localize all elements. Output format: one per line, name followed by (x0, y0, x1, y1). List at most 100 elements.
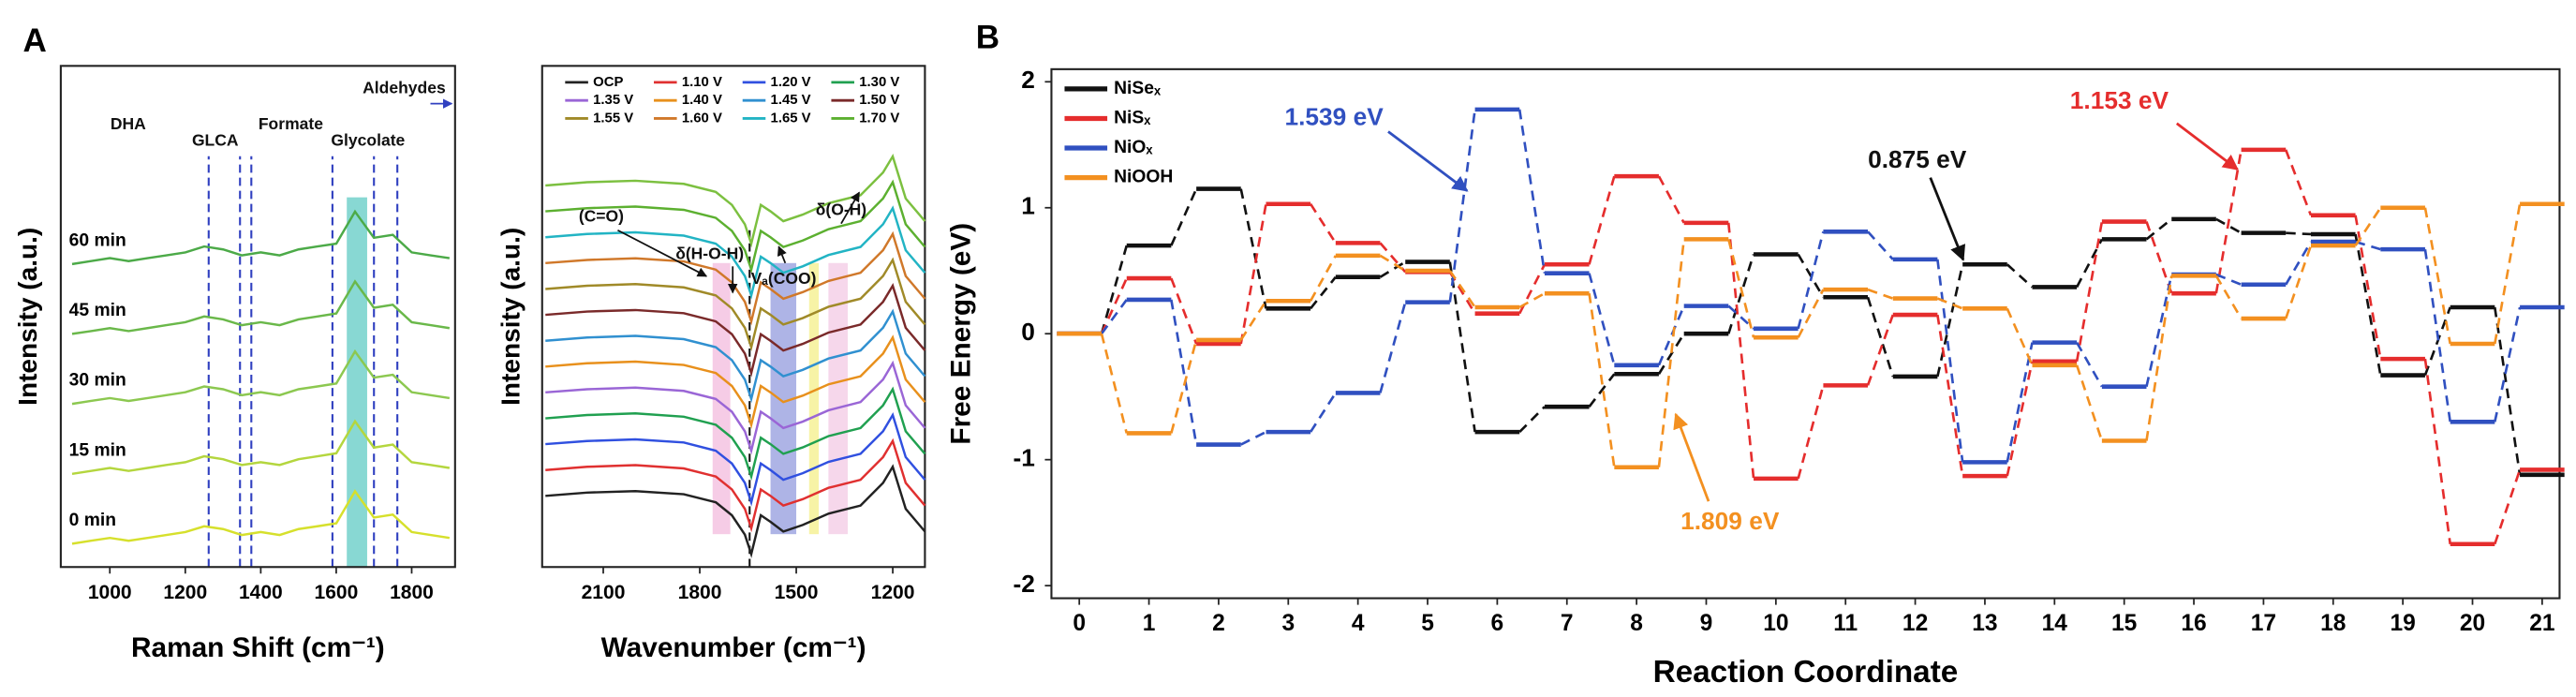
x-tick-label: 14 (2042, 611, 2068, 636)
x-axis-title: Reaction Coordinate (1653, 655, 1959, 690)
transition (2145, 274, 2173, 387)
transition (1239, 203, 1267, 345)
legend-label: 1.35 V (593, 93, 633, 108)
annotation: Formate (259, 114, 323, 133)
x-tick-label: 1400 (239, 582, 283, 603)
x-tick-label: 1600 (315, 582, 359, 603)
transition (2075, 341, 2104, 388)
legend-label: 1.45 V (771, 93, 811, 108)
transition (2494, 469, 2522, 545)
transition (1518, 292, 1546, 309)
transition (1170, 277, 1198, 345)
annotation-arrow (777, 245, 787, 264)
transition (2284, 245, 2313, 319)
transition (2286, 231, 2312, 236)
series-line (71, 419, 451, 476)
transition (1309, 392, 1337, 433)
annotation: 1.809 eV (1680, 507, 1780, 535)
transition (2423, 358, 2452, 544)
series-line (545, 179, 926, 274)
transition (1239, 300, 1267, 341)
annotation: Glycolate (331, 131, 405, 150)
legend-label: 1.55 V (593, 111, 633, 126)
x-tick-label: 10 (1763, 611, 1788, 636)
x-tick-label: 1800 (390, 582, 434, 603)
transition (2423, 306, 2451, 377)
transition (1797, 230, 1825, 330)
annotation-arrow (1673, 412, 1710, 502)
transition (1936, 263, 1964, 378)
panel-label: A (23, 22, 47, 59)
legend-label: NiSₓ (1114, 109, 1151, 128)
transition (1100, 299, 1128, 334)
plot-frame (540, 65, 926, 569)
x-tick-label: 20 (2460, 611, 2485, 636)
annotation-arrow (2175, 122, 2240, 171)
transition (1588, 373, 1616, 408)
transition (2006, 361, 2034, 477)
x-tick-label: 1000 (88, 582, 132, 603)
transition (2355, 240, 2381, 251)
transition (2215, 273, 2243, 286)
x-axis-title: Wavenumber (cm⁻¹) (601, 632, 866, 663)
legend-label: 1.10 V (682, 75, 722, 90)
transition (1517, 109, 1547, 274)
annotation-arrow (1387, 130, 1469, 192)
transition (1448, 270, 1476, 308)
x-tick-label: 1500 (775, 582, 819, 603)
transition (1310, 275, 1337, 310)
y-axis-title: Intensity (a.u.) (496, 228, 526, 406)
transition (2494, 306, 2522, 476)
transition (2354, 233, 2382, 376)
x-axis-title: Raman Shift (cm⁻¹) (131, 632, 385, 663)
transition (1240, 430, 1267, 446)
transition (1100, 277, 1128, 334)
series-line (71, 209, 451, 266)
annotation: Aldehydes (363, 79, 446, 97)
transition (2494, 306, 2522, 423)
series-line (545, 464, 926, 558)
x-tick-label: 1200 (163, 582, 207, 603)
transition (2145, 221, 2173, 294)
transition (1448, 261, 1476, 433)
x-tick-label: 18 (2320, 611, 2346, 636)
transition (1170, 299, 1198, 445)
transition (1518, 406, 1546, 434)
x-tick-label: 2 (1212, 611, 1225, 636)
legend-label: 1.50 V (859, 93, 899, 108)
transition (1657, 333, 1685, 375)
series-line (71, 489, 451, 545)
transition (1727, 239, 1755, 338)
series-line (71, 348, 451, 406)
y-tick-label: 2 (1021, 66, 1035, 94)
x-tick-label: 19 (2390, 611, 2415, 636)
x-tick-label: 1 (1143, 611, 1156, 636)
transition (2006, 342, 2034, 463)
series-line (545, 153, 926, 248)
x-tick-label: 4 (1352, 611, 1365, 636)
series-label: 60 min (69, 230, 126, 250)
y-tick-label: -1 (1014, 444, 1035, 472)
transition (1936, 314, 1964, 477)
transition (1657, 175, 1685, 224)
x-tick-label: 12 (1902, 611, 1928, 636)
legend-label: NiSeₓ (1114, 79, 1162, 98)
transition (2214, 149, 2243, 294)
transition (2285, 241, 2313, 286)
transition (1309, 203, 1337, 245)
transition (1867, 288, 1894, 300)
transition (1726, 222, 1755, 479)
series-line (545, 283, 926, 378)
transition (1727, 254, 1755, 334)
panel-label: B (976, 20, 999, 56)
annotation: 0.875 eV (1868, 145, 1967, 173)
transition (1936, 297, 1963, 310)
transition (1866, 314, 1895, 386)
annotation: Vₐ(COO) (751, 269, 817, 288)
transition (2423, 248, 2452, 423)
x-tick-label: 5 (1421, 611, 1434, 636)
transition (2075, 238, 2104, 289)
legend-label: NiOₓ (1114, 138, 1153, 157)
